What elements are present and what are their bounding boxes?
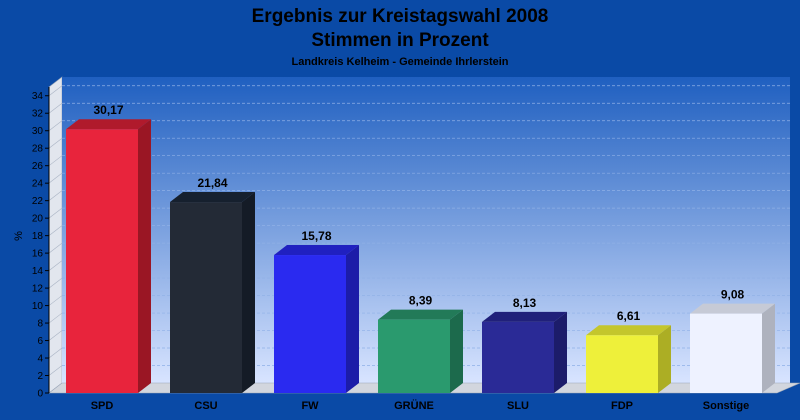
- x-tick-label: CSU: [194, 400, 217, 412]
- bar-top: [586, 325, 671, 336]
- y-tick-label: 14: [32, 266, 44, 277]
- y-tick-label: 24: [32, 179, 44, 190]
- gridline-side: [48, 102, 63, 114]
- y-tick-label: 30: [32, 126, 44, 137]
- bar: [170, 202, 242, 393]
- bar-side: [450, 309, 463, 393]
- x-tick-label: SLU: [507, 400, 529, 412]
- bar: [66, 129, 138, 393]
- gridline-side: [48, 207, 63, 219]
- x-tick-label: FDP: [611, 400, 633, 412]
- bar-side: [346, 245, 359, 393]
- x-tick-label: GRÜNE: [394, 399, 434, 412]
- gridline-side: [48, 347, 63, 359]
- chart-subtitle: Landkreis Kelheim - Gemeinde Ihrlerstein: [291, 56, 508, 68]
- x-tick-label: SPD: [91, 400, 114, 412]
- bar-side: [658, 325, 671, 393]
- data-label: 30,17: [93, 103, 123, 117]
- bar-top: [690, 303, 775, 314]
- y-tick-label: 26: [32, 161, 44, 172]
- gridline-side: [48, 225, 63, 236]
- bar: [378, 319, 450, 393]
- gridline-side: [48, 190, 63, 201]
- data-label: 8,13: [513, 296, 537, 310]
- bar-side: [138, 119, 151, 393]
- gridline-side: [48, 312, 63, 324]
- data-label: 6,61: [617, 309, 641, 323]
- y-tick-label: 34: [32, 91, 44, 102]
- gridline-side: [48, 120, 63, 131]
- y-tick-label: 22: [32, 196, 44, 207]
- data-label: 9,08: [721, 288, 745, 302]
- bar-top: [378, 309, 463, 320]
- y-axis-label: %: [13, 231, 25, 241]
- y-tick-label: 12: [32, 284, 44, 295]
- x-tick-label: FW: [301, 400, 319, 412]
- bar-top: [170, 192, 255, 203]
- bar-top: [482, 311, 567, 322]
- y-tick-label: 18: [32, 231, 44, 242]
- y-tick-label: 32: [32, 109, 44, 120]
- left-wall: [48, 76, 63, 394]
- gridline-side: [48, 295, 63, 306]
- gridline-side: [48, 155, 63, 166]
- x-tick-label: Sonstige: [703, 400, 749, 412]
- data-label: 8,39: [409, 294, 433, 308]
- data-label: 21,84: [197, 176, 227, 190]
- y-tick-label: 16: [32, 249, 44, 260]
- y-tick-label: 8: [37, 319, 43, 330]
- gridline-side: [48, 85, 63, 96]
- y-tick-label: 4: [37, 354, 43, 365]
- bar: [482, 321, 554, 393]
- chart-title: Ergebnis zur Kreistagswahl 2008: [252, 6, 549, 27]
- bar-top: [66, 119, 151, 130]
- y-tick-label: 28: [32, 144, 44, 155]
- y-tick-label: 20: [32, 214, 44, 225]
- y-tick-label: 10: [32, 301, 44, 312]
- bar-side: [762, 303, 775, 393]
- bar-side: [242, 192, 255, 393]
- bar-side: [554, 311, 567, 393]
- gridline-side: [48, 172, 63, 184]
- gridline-side: [48, 277, 63, 289]
- y-tick-label: 2: [37, 371, 43, 382]
- gridline-side: [48, 330, 63, 341]
- y-tick-label: 0: [37, 389, 43, 400]
- data-label: 15,78: [301, 229, 331, 243]
- bar: [274, 255, 346, 393]
- gridline-side: [48, 260, 63, 271]
- bar-top: [274, 245, 359, 256]
- gridline-side: [48, 137, 63, 149]
- y-tick-label: 6: [37, 336, 43, 347]
- bar: [586, 335, 658, 393]
- chart-title-line2: Stimmen in Prozent: [311, 30, 489, 51]
- gridline-side: [48, 242, 63, 254]
- bar: [690, 313, 762, 393]
- gridline-side: [48, 365, 63, 376]
